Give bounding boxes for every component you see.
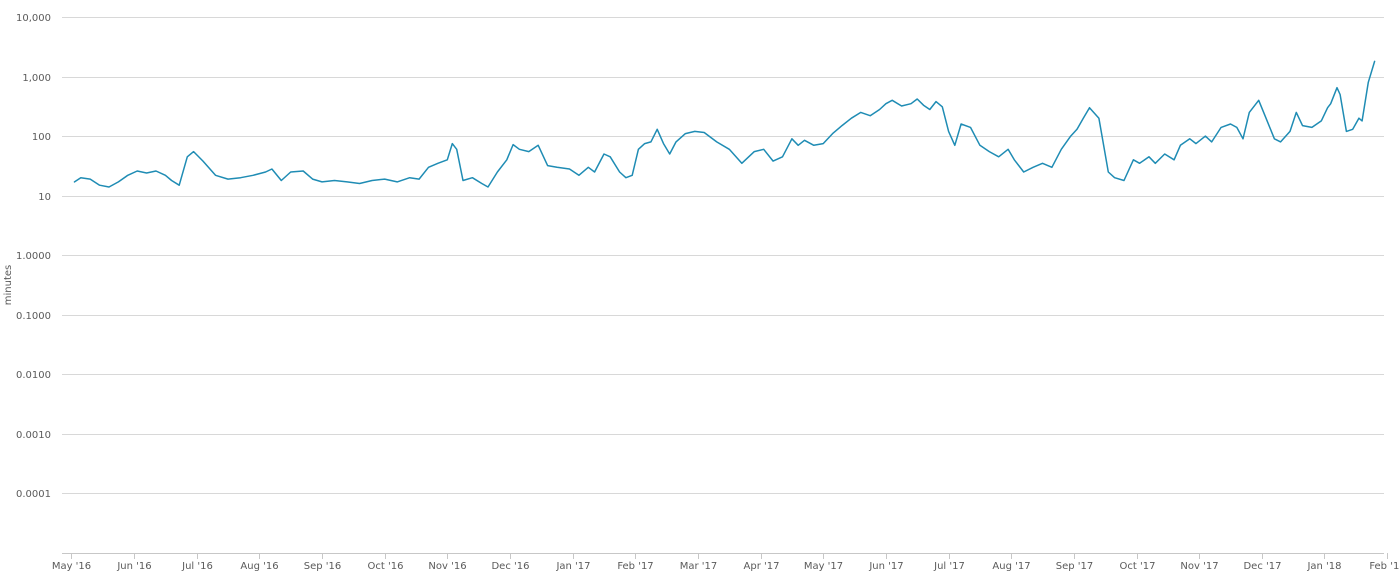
y-tick-label: 10 <box>38 192 51 203</box>
x-tick-label: Nov '16 <box>428 561 466 572</box>
y-axis-title: minutes <box>3 265 14 305</box>
x-tick-label: Jul '17 <box>933 561 965 572</box>
x-tick-label: Jan '18 <box>1306 561 1341 572</box>
x-tick-label: Dec '16 <box>491 561 529 572</box>
y-tick-label: 10,000 <box>16 13 51 24</box>
axes: 10,000 1,000 100 10 1.0000 0.1000 0.0100 0.0010… <box>16 13 1400 572</box>
y-tick-label: 100 <box>32 132 51 143</box>
y-tick-label: 1.0000 <box>16 251 51 262</box>
y-tick-label: 0.0100 <box>16 370 51 381</box>
x-tick-label: Sep '16 <box>304 561 342 572</box>
x-tick-label: Oct '17 <box>1120 561 1156 572</box>
x-tick-label: Aug '17 <box>992 561 1030 572</box>
x-tick-label: Apr '17 <box>744 561 780 572</box>
x-tick-label: May '17 <box>804 561 843 572</box>
x-tick-label: Aug '16 <box>240 561 278 572</box>
series-line-minutes <box>75 61 1375 187</box>
x-tick-label: Sep '17 <box>1056 561 1094 572</box>
x-tick-label: Mar '17 <box>680 561 718 572</box>
y-tick-label: 1,000 <box>22 73 51 84</box>
gridlines <box>62 18 1384 494</box>
plot-area <box>75 61 1375 187</box>
x-tick-label: Jan '17 <box>555 561 590 572</box>
x-tick-label: Dec '17 <box>1243 561 1281 572</box>
y-tick-label: 0.0010 <box>16 430 51 441</box>
x-tick-label: Nov '17 <box>1180 561 1218 572</box>
y-tick-label: 0.0001 <box>16 489 51 500</box>
x-tick-label: May '16 <box>52 561 91 572</box>
x-tick-label: Feb '17 <box>617 561 653 572</box>
y-tick-label: 0.1000 <box>16 311 51 322</box>
x-tick-label: Jul '16 <box>181 561 213 572</box>
x-tick-label: Jun '16 <box>116 561 151 572</box>
x-tick-label: Oct '16 <box>368 561 404 572</box>
x-tick-label: Jun '17 <box>868 561 903 572</box>
x-tick-label: Feb '18 <box>1369 561 1400 572</box>
